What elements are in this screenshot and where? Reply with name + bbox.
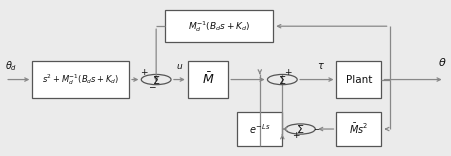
- Text: $e^{-Ls}$: $e^{-Ls}$: [249, 122, 270, 136]
- Text: $\bar{M}s^2$: $\bar{M}s^2$: [348, 122, 368, 136]
- Text: $\Sigma$: $\Sigma$: [152, 73, 160, 85]
- Text: $\tau$: $\tau$: [317, 61, 325, 71]
- FancyBboxPatch shape: [187, 61, 228, 98]
- Text: $u$: $u$: [175, 62, 183, 71]
- Text: $\theta$: $\theta$: [437, 56, 446, 68]
- Text: $\bar{M}$: $\bar{M}$: [201, 72, 214, 87]
- FancyBboxPatch shape: [336, 61, 381, 98]
- Text: +: +: [284, 68, 291, 77]
- Text: +: +: [140, 68, 147, 77]
- FancyBboxPatch shape: [336, 112, 381, 146]
- FancyBboxPatch shape: [165, 10, 273, 42]
- FancyBboxPatch shape: [32, 61, 129, 98]
- Text: $M_d^{-1}(B_ds+K_d)$: $M_d^{-1}(B_ds+K_d)$: [188, 19, 250, 34]
- Text: Plant: Plant: [345, 75, 371, 85]
- Text: $\Sigma$: $\Sigma$: [295, 123, 304, 135]
- Text: $\theta_d$: $\theta_d$: [5, 59, 18, 73]
- Text: +: +: [291, 131, 299, 140]
- Text: $-$: $-$: [148, 82, 156, 90]
- Text: $-$: $-$: [313, 123, 321, 132]
- Text: $\Sigma$: $\Sigma$: [277, 73, 286, 85]
- FancyBboxPatch shape: [237, 112, 282, 146]
- Text: $s^2+M_d^{-1}(B_ds+K_d)$: $s^2+M_d^{-1}(B_ds+K_d)$: [42, 72, 119, 87]
